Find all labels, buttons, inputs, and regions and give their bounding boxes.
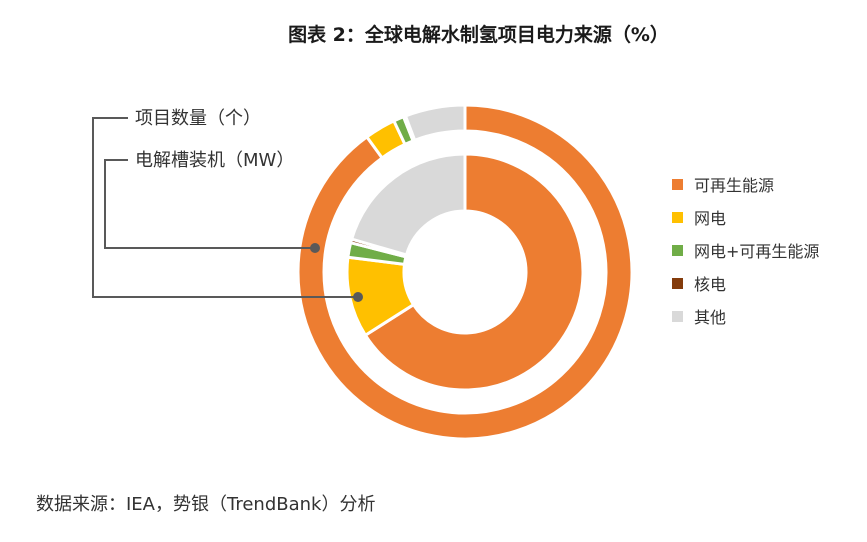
slice-outer-other — [403, 103, 467, 143]
callout-line-outer — [104, 159, 315, 249]
legend-swatch-grid — [672, 212, 683, 223]
slice-outer-renewable — [296, 103, 634, 441]
slices-group — [296, 103, 634, 441]
legend-swatch-grid-renewable — [672, 245, 683, 256]
callouts-group: 项目数量（个） 电解槽装机（MW） — [92, 108, 363, 302]
callout-line-inner — [92, 117, 358, 298]
legend-label-grid-renewable: 网电+可再生能源 — [694, 242, 819, 261]
callout-dot-inner — [353, 292, 363, 302]
callout-dot-outer — [310, 243, 320, 253]
chart-title: 图表 2：全球电解水制氢项目电力来源（%） — [288, 24, 669, 46]
slice-inner-renewable — [363, 152, 585, 392]
legend-label-nuclear: 核电 — [694, 275, 726, 294]
legend-swatch-nuclear — [672, 278, 683, 289]
callout-label-inner: 项目数量（个） — [135, 108, 261, 129]
legend-label-renewable: 可再生能源 — [694, 176, 774, 195]
callout-label-outer: 电解槽装机（MW） — [135, 150, 294, 171]
slice-inner-other — [349, 152, 467, 257]
legend-swatch-other — [672, 311, 683, 322]
data-source-note: 数据来源：IEA，势银（TrendBank）分析 — [36, 494, 376, 515]
legend-swatch-renewable — [672, 179, 683, 190]
legend-label-grid: 网电 — [694, 209, 726, 228]
legend-label-other: 其他 — [694, 308, 726, 327]
